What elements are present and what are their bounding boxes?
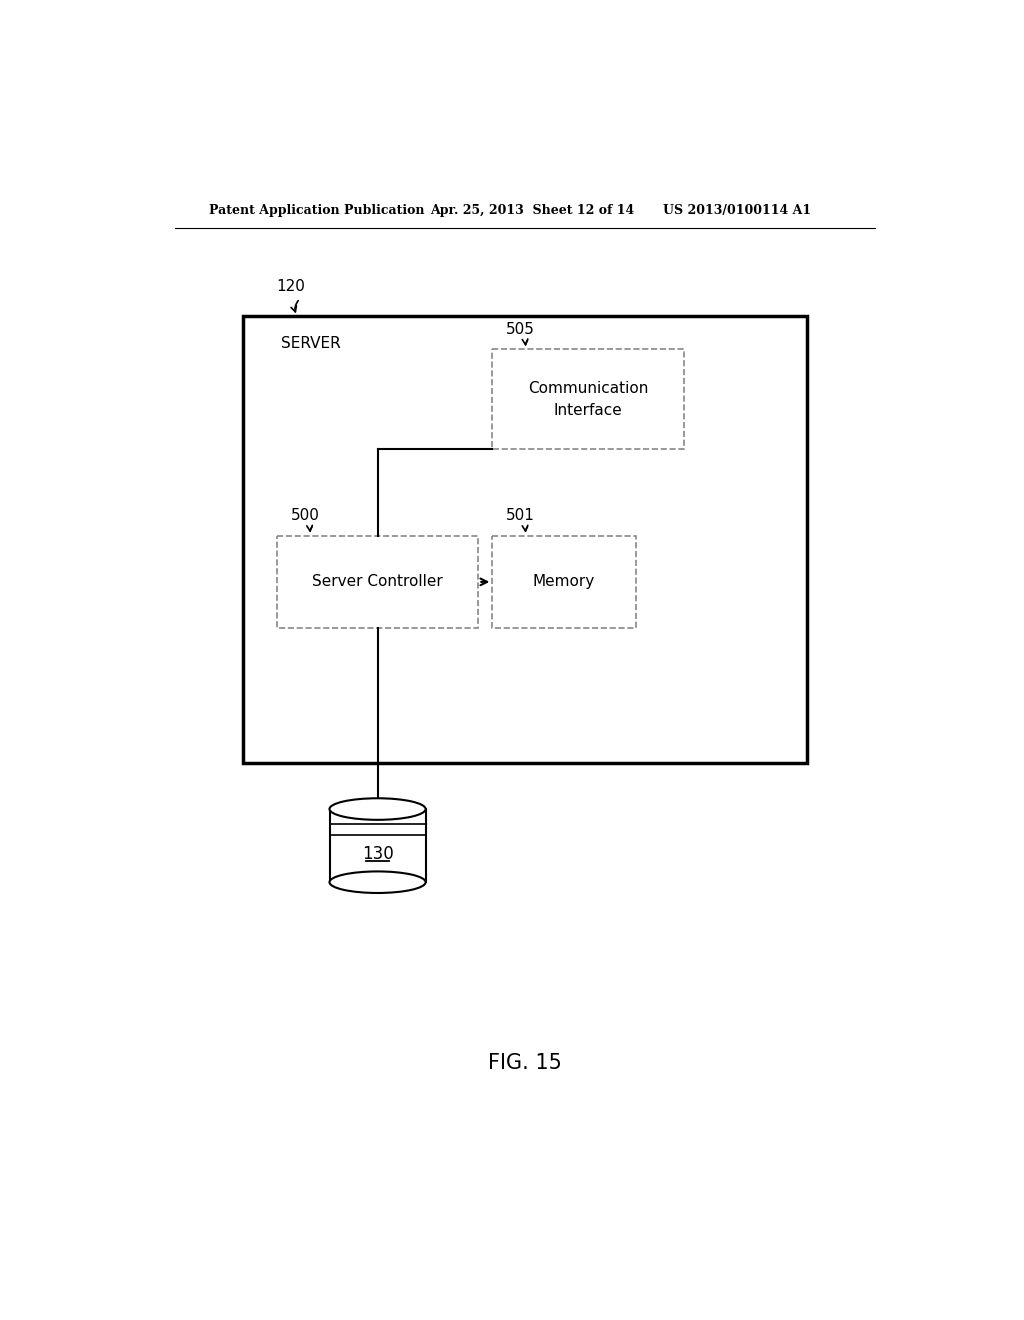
Bar <box>243 317 807 763</box>
Bar <box>276 536 478 628</box>
Text: FIG. 15: FIG. 15 <box>487 1053 562 1073</box>
Text: Apr. 25, 2013  Sheet 12 of 14: Apr. 25, 2013 Sheet 12 of 14 <box>430 205 635 218</box>
Text: SERVER: SERVER <box>282 335 341 351</box>
Text: Server Controller: Server Controller <box>312 574 443 590</box>
Text: 501: 501 <box>506 508 536 523</box>
Ellipse shape <box>330 871 426 892</box>
Text: 505: 505 <box>506 322 536 337</box>
Text: Patent Application Publication: Patent Application Publication <box>209 205 425 218</box>
Bar <box>493 350 684 450</box>
Ellipse shape <box>330 799 426 820</box>
Text: 120: 120 <box>276 279 306 294</box>
Bar <box>493 536 636 628</box>
Text: Memory: Memory <box>532 574 595 590</box>
Text: 130: 130 <box>361 845 393 863</box>
Text: Communication
Interface: Communication Interface <box>528 380 648 418</box>
Bar <box>330 809 426 882</box>
Text: 500: 500 <box>291 508 319 523</box>
Text: US 2013/0100114 A1: US 2013/0100114 A1 <box>663 205 811 218</box>
